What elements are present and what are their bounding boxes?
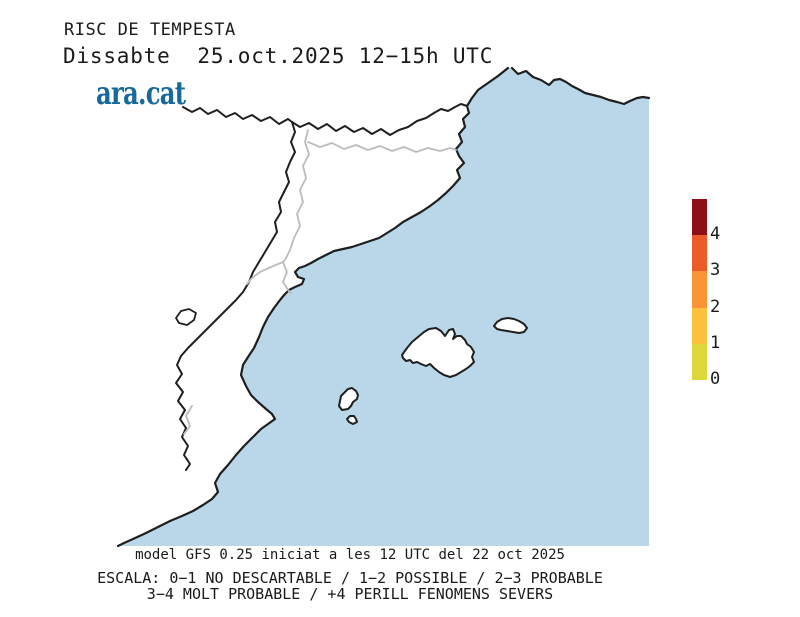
colorbar-tick-1: 1 (710, 333, 721, 354)
risk-colorbar (692, 199, 707, 380)
colorbar-segment-3 (692, 235, 707, 272)
french-coastline (510, 66, 651, 106)
mainland-coastline (116, 66, 510, 548)
colorbar-tick-0: 0 (710, 369, 721, 390)
colorbar-segment-1 (692, 307, 707, 344)
province-border-west (246, 261, 284, 285)
border-enclave (175, 308, 197, 326)
date-subtitle: Dissabte 25.oct.2025 12−15h UTC (63, 44, 494, 68)
scale-legend-line-1: ESCALA: 0−1 NO DESCARTABLE / 1−2 POSSIBL… (97, 569, 603, 587)
colorbar-tick-4: 4 (710, 224, 721, 245)
colorbar-segment-0 (692, 343, 707, 380)
ara-cat-logo: ara.cat (96, 74, 186, 112)
menorca-island (493, 317, 528, 334)
mallorca-island (401, 327, 475, 378)
model-info-line: model GFS 0.25 iniciat a les 12 UTC del … (135, 547, 565, 563)
province-border-tarragona (282, 261, 292, 294)
ibiza-island (338, 387, 359, 411)
colorbar-segment-2 (692, 271, 707, 308)
sea-area (118, 68, 649, 546)
aragon-border (175, 121, 296, 471)
page-title: RISC DE TEMPESTA (64, 20, 236, 40)
province-border-lleida (282, 129, 310, 263)
scale-legend-line-2: 3−4 MOLT PROBABLE / +4 PERILL FENOMENS S… (146, 585, 554, 603)
formentera-island (346, 415, 358, 425)
colorbar-tick-3: 3 (710, 260, 721, 281)
colorbar-segment-4 (692, 199, 707, 236)
province-border-castello (183, 405, 193, 435)
colorbar-tick-2: 2 (710, 297, 721, 318)
pyrenees-border (182, 103, 468, 136)
province-border-girona (307, 141, 457, 153)
